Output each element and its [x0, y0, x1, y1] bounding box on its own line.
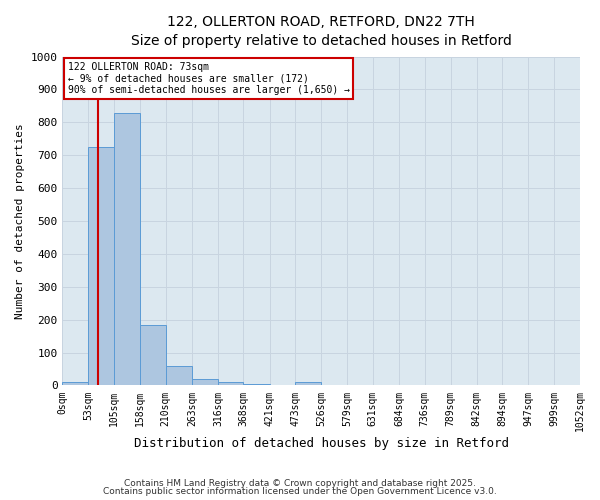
Text: Contains public sector information licensed under the Open Government Licence v3: Contains public sector information licen… [103, 487, 497, 496]
Bar [218, 382, 244, 386]
Bar [140, 324, 166, 386]
Bar [62, 382, 88, 386]
X-axis label: Distribution of detached houses by size in Retford: Distribution of detached houses by size … [134, 437, 509, 450]
Bar [244, 384, 269, 386]
Text: Contains HM Land Registry data © Crown copyright and database right 2025.: Contains HM Land Registry data © Crown c… [124, 478, 476, 488]
Bar [192, 379, 218, 386]
Bar [295, 382, 321, 386]
Title: 122, OLLERTON ROAD, RETFORD, DN22 7TH
Size of property relative to detached hous: 122, OLLERTON ROAD, RETFORD, DN22 7TH Si… [131, 15, 512, 48]
Bar [166, 366, 192, 386]
Y-axis label: Number of detached properties: Number of detached properties [15, 123, 25, 319]
Bar [88, 147, 114, 386]
Bar [114, 112, 140, 386]
Text: 122 OLLERTON ROAD: 73sqm
← 9% of detached houses are smaller (172)
90% of semi-d: 122 OLLERTON ROAD: 73sqm ← 9% of detache… [68, 62, 350, 94]
